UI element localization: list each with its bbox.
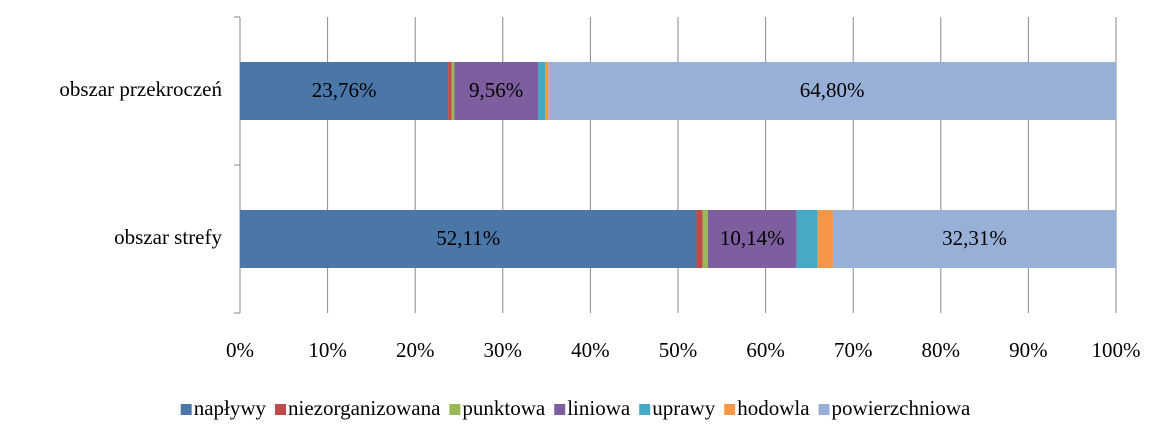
bar-segment bbox=[240, 62, 449, 120]
x-tick-label: 20% bbox=[396, 338, 435, 362]
bar-segment bbox=[448, 62, 452, 120]
legend-label: napływy bbox=[194, 396, 267, 420]
legend-swatch bbox=[275, 404, 287, 415]
legend-swatch bbox=[180, 404, 192, 415]
legend-label: uprawy bbox=[652, 396, 715, 420]
x-tick-label: 60% bbox=[746, 338, 785, 362]
bar-segment bbox=[548, 62, 1116, 120]
bar-segment bbox=[538, 62, 546, 120]
bar-segment bbox=[696, 210, 703, 268]
bar-segment bbox=[702, 210, 708, 268]
legend-swatch bbox=[449, 404, 461, 415]
legend-swatch bbox=[724, 404, 736, 415]
legend-label: hodowla bbox=[737, 396, 810, 420]
legend-swatch bbox=[554, 404, 566, 415]
legend-label: niezorganizowana bbox=[288, 396, 441, 420]
legend-label: liniowa bbox=[567, 396, 631, 420]
x-tick-label: 80% bbox=[922, 338, 961, 362]
y-tick-label: obszar przekroczeń bbox=[59, 77, 222, 101]
x-tick-label: 0% bbox=[226, 338, 254, 362]
data-label: 32,31% bbox=[942, 226, 1007, 250]
y-tick-label: obszar strefy bbox=[114, 225, 222, 249]
data-label: 64,80% bbox=[800, 78, 865, 102]
x-tick-label: 90% bbox=[1009, 338, 1048, 362]
x-tick-label: 50% bbox=[659, 338, 698, 362]
x-tick-label: 40% bbox=[571, 338, 610, 362]
bar-segment bbox=[707, 210, 797, 268]
bar-segment bbox=[796, 210, 818, 268]
bar-segment bbox=[454, 62, 539, 120]
x-tick-label: 10% bbox=[308, 338, 347, 362]
x-tick-label: 30% bbox=[484, 338, 523, 362]
data-label: 10,14% bbox=[720, 226, 785, 250]
x-tick-label: 70% bbox=[834, 338, 873, 362]
data-label: 9,56% bbox=[469, 78, 523, 102]
bar-segment bbox=[451, 62, 455, 120]
x-tick-label: 100% bbox=[1092, 338, 1141, 362]
data-label: 23,76% bbox=[312, 78, 377, 102]
bar-segment bbox=[817, 210, 833, 268]
legend-swatch bbox=[818, 404, 830, 415]
bar-segment bbox=[832, 210, 1116, 268]
legend-label: powierzchniowa bbox=[832, 396, 971, 420]
data-label: 52,11% bbox=[436, 226, 500, 250]
legend-label: punktowa bbox=[462, 396, 546, 420]
bar-segment bbox=[240, 210, 697, 268]
legend-swatch bbox=[639, 404, 651, 415]
bar-segment bbox=[545, 62, 549, 120]
